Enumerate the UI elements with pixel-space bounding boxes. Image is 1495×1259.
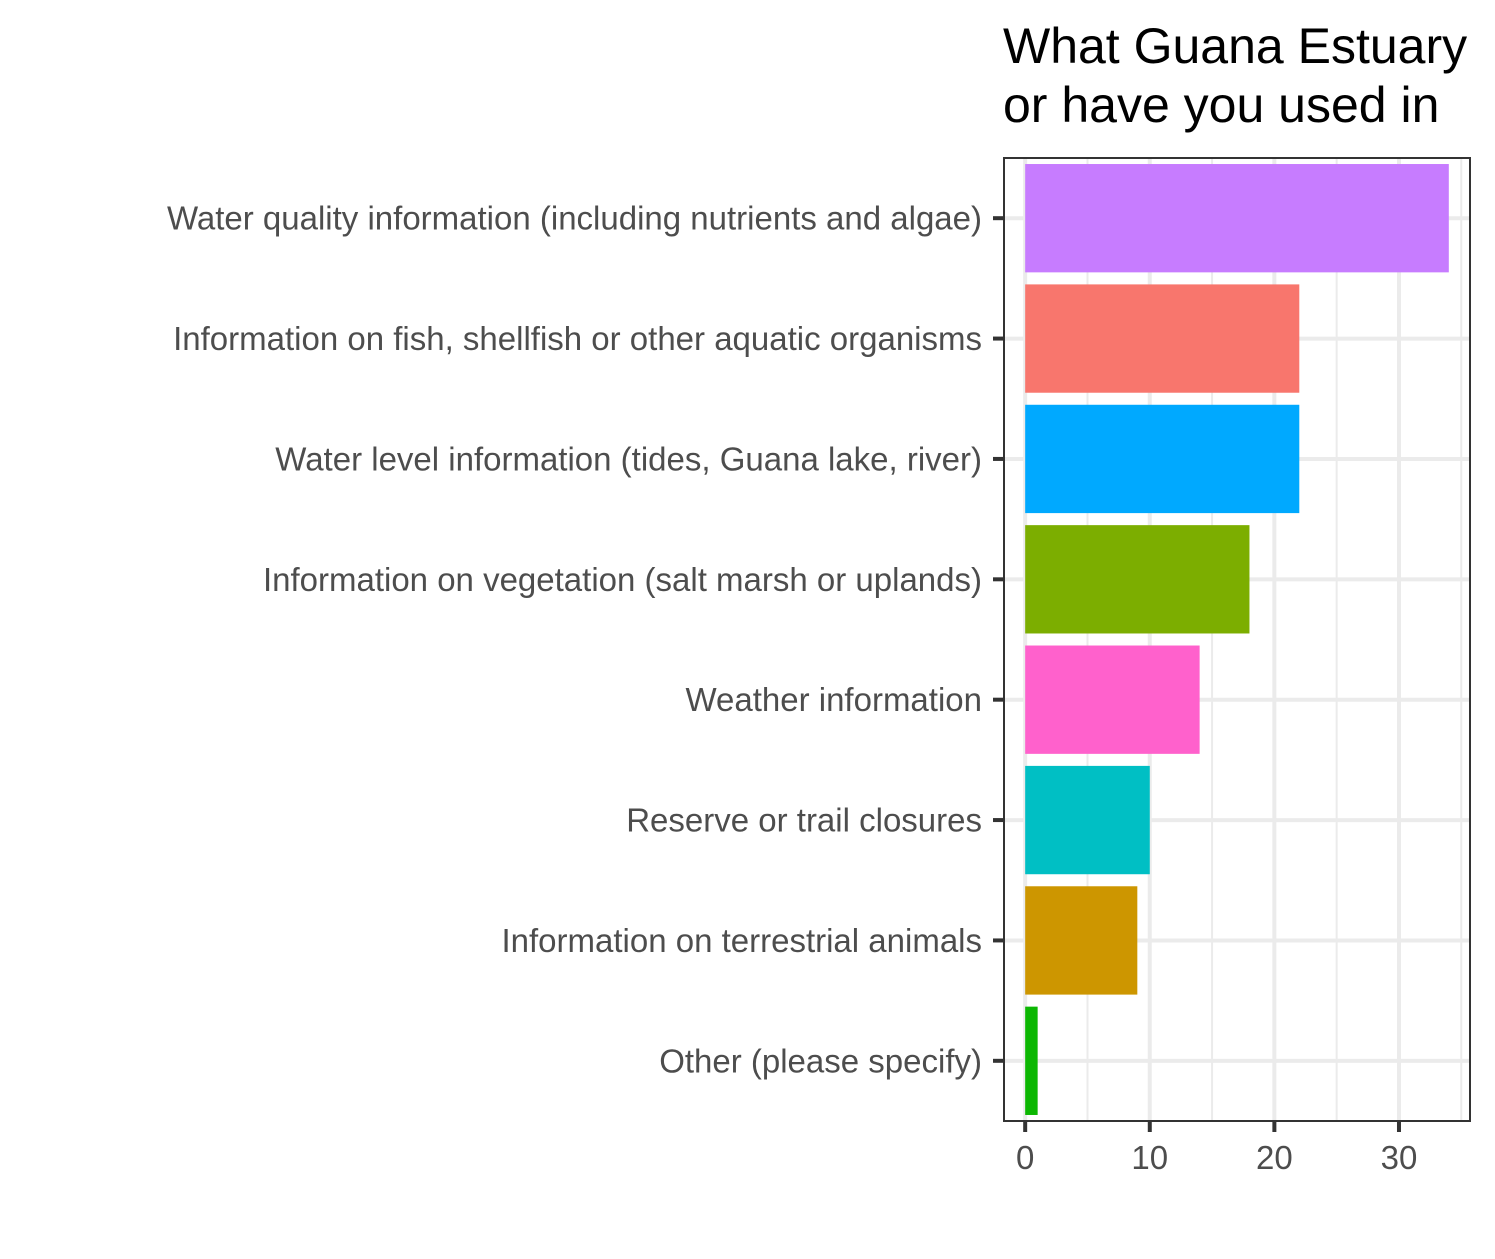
x-tick-label-3: 30 [1381,1139,1418,1176]
category-label-4: Weather information [685,681,982,718]
x-tick-label-1: 10 [1131,1139,1168,1176]
chart-title-line-1: What Guana Estuary [1003,18,1467,74]
category-label-1: Information on fish, shellfish or other … [173,320,982,357]
bar-0 [1025,164,1449,273]
bar-2 [1025,404,1300,514]
y-axis: Water quality information (including nut… [167,200,1004,1079]
category-label-5: Reserve or trail closures [626,802,982,839]
category-label-7: Other (please specify) [659,1042,982,1079]
category-label-0: Water quality information (including nut… [167,200,982,237]
bars [1025,164,1449,1115]
category-label-2: Water level information (tides, Guana la… [275,440,982,477]
category-label-6: Information on terrestrial animals [501,922,982,959]
panel-border [1003,157,1471,1122]
x-tick-label-2: 20 [1256,1139,1293,1176]
chart-title: What Guana Estuary or have you used in [1003,18,1467,133]
category-label-3: Information on vegetation (salt marsh or… [263,561,982,598]
bar-4 [1025,645,1200,754]
bar-6 [1025,886,1138,995]
chart-title-line-2: or have you used in [1003,77,1439,133]
x-tick-label-0: 0 [1016,1139,1034,1176]
bar-5 [1025,765,1150,875]
bar-7 [1025,1006,1038,1115]
x-axis: 0 10 20 30 [1016,1121,1417,1176]
bar-3 [1025,525,1250,634]
bar-1 [1025,284,1300,393]
